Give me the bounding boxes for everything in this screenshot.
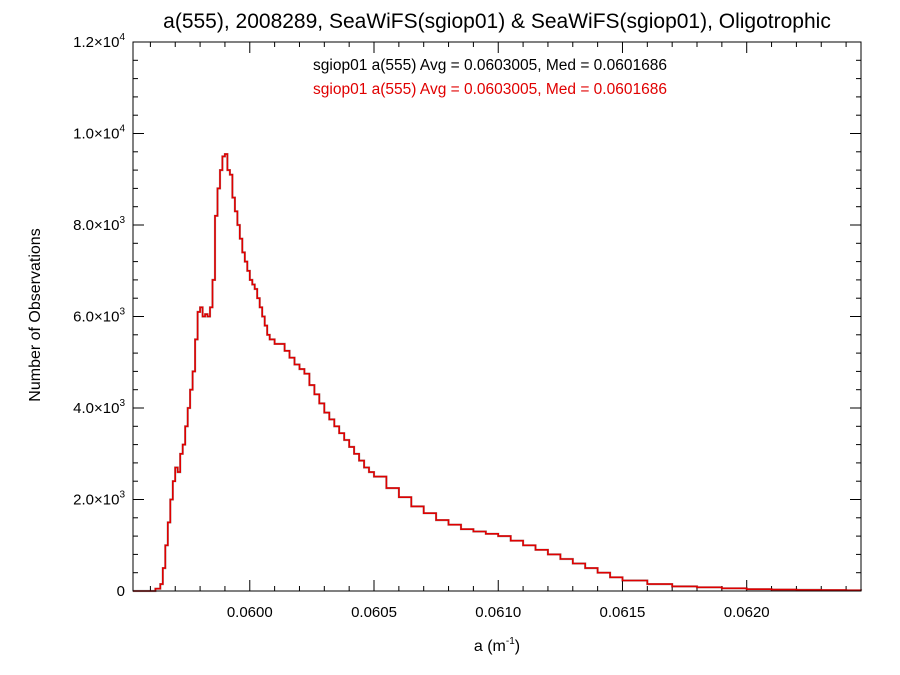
x-tick-labels: 0.0600 0.0605 0.0610 0.0615 0.0620 xyxy=(227,604,770,621)
y-tick-label: 6.0×103 xyxy=(73,307,125,326)
legend: sgiop01 a(555) Avg = 0.0603005, Med = 0.… xyxy=(313,57,667,98)
legend-entry: sgiop01 a(555) Avg = 0.0603005, Med = 0.… xyxy=(313,81,667,98)
y-tick-label: 8.0×103 xyxy=(73,215,125,234)
x-axis-label: a (m-1) xyxy=(474,636,520,655)
x-axis-label-base: a (m xyxy=(474,638,506,655)
y-tick-labels: 0 2.0×103 4.0×103 6.0×103 8.0×103 1.0×104 1.2×… xyxy=(73,32,125,600)
axis-ticks xyxy=(133,41,861,592)
plot-frame xyxy=(132,41,862,592)
y-tick-label: 0 xyxy=(117,583,125,600)
x-tick-label: 0.0615 xyxy=(600,604,646,621)
series-line xyxy=(133,153,862,592)
x-tick-label: 0.0600 xyxy=(227,604,273,621)
x-tick-label: 0.0620 xyxy=(724,604,770,621)
y-tick-label: 1.2×104 xyxy=(73,32,125,51)
y-tick-label: 4.0×103 xyxy=(73,398,125,417)
x-tick-label: 0.0610 xyxy=(475,604,521,621)
x-axis-label-exponent: -1 xyxy=(506,636,515,647)
x-axis-label-close: ) xyxy=(515,638,520,655)
x-tick-label: 0.0605 xyxy=(351,604,397,621)
series-line-outline xyxy=(133,153,863,593)
chart-title: a(555), 2008289, SeaWiFS(sgiop01) & SeaW… xyxy=(163,10,831,33)
y-tick-label: 2.0×103 xyxy=(73,490,125,509)
y-tick-label: 1.0×104 xyxy=(73,124,125,143)
y-axis-label: Number of Observations xyxy=(27,228,44,401)
legend-entry: sgiop01 a(555) Avg = 0.0603005, Med = 0.… xyxy=(313,57,667,74)
